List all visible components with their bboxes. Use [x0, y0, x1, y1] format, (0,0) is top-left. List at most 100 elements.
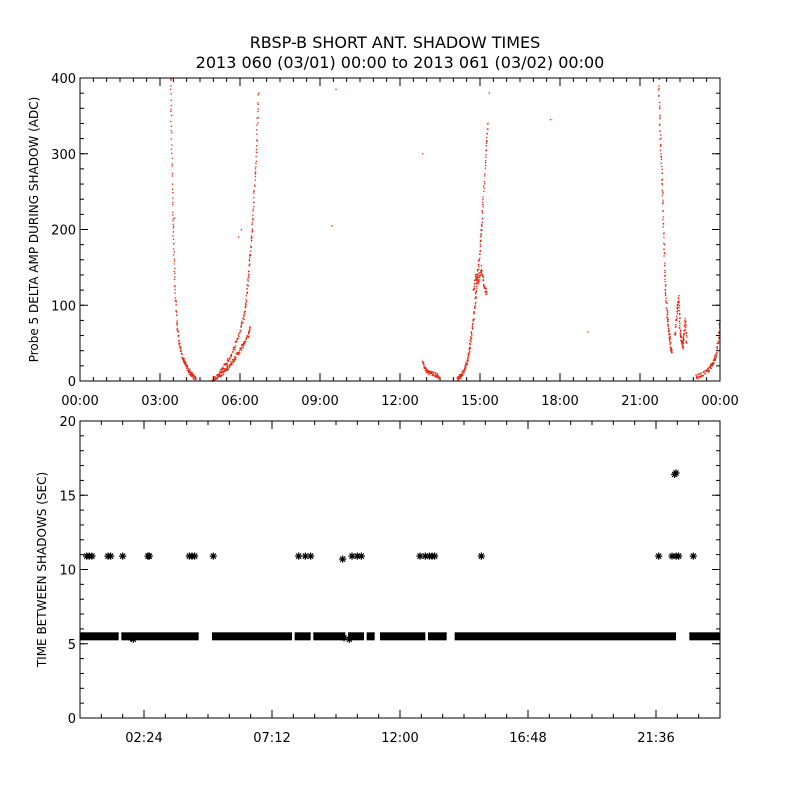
delta-amp-point [226, 359, 229, 362]
delta-amp-point [176, 324, 178, 326]
delta-amp-point [659, 130, 661, 132]
delta-amp-point [172, 235, 174, 237]
delta-amp-point [466, 363, 468, 366]
delta-amp-point [184, 362, 186, 365]
delta-amp-point [177, 335, 179, 337]
delta-amp-point [475, 273, 477, 276]
p2-x-tick-label: 16:48 [509, 731, 546, 746]
delta-amp-point [227, 360, 229, 362]
delta-amp-point [550, 119, 552, 121]
delta-amp-point [180, 352, 182, 354]
shadow-gap-panel: 02:24 07:12 12:00 16:48 21:36 0 5 10 15 20 TIME B… [35, 415, 721, 746]
delta-amp-point [662, 210, 664, 212]
shadow-gap-point [675, 552, 683, 560]
delta-amp-point [189, 374, 192, 376]
delta-amp-point [702, 374, 705, 377]
delta-amp-point [437, 373, 439, 375]
delta-amp-point [188, 368, 190, 370]
delta-amp-point [335, 88, 337, 91]
delta-amp-point [437, 375, 439, 377]
delta-amp-point [483, 187, 485, 189]
shadow-gap-point [88, 552, 96, 560]
delta-amp-point [477, 276, 479, 278]
delta-amp-point [234, 356, 236, 358]
delta-amp-point [684, 320, 686, 322]
delta-amp-point [710, 367, 712, 369]
delta-amp-point [696, 377, 698, 379]
delta-amp-point [470, 337, 473, 339]
delta-amp-point [175, 299, 177, 302]
delta-amp-point [257, 122, 259, 124]
delta-amp-point [484, 160, 487, 162]
delta-amp-point [256, 151, 258, 154]
delta-amp-point [460, 373, 463, 375]
delta-amp-point [679, 317, 681, 319]
delta-amp-point [676, 310, 678, 313]
delta-amp-point [250, 245, 252, 247]
delta-amp-point [463, 372, 465, 374]
delta-amp-point [658, 88, 660, 90]
delta-amp-point [682, 345, 684, 347]
delta-amp-point [239, 347, 242, 350]
delta-amp-point [171, 175, 173, 177]
delta-amp-point [479, 243, 481, 245]
delta-amp-point [484, 173, 486, 175]
delta-amp-point [256, 124, 258, 126]
delta-amp-point [258, 92, 260, 94]
delta-amp-point [434, 371, 436, 374]
delta-amp-point [194, 377, 197, 379]
delta-amp-point [716, 352, 718, 354]
delta-amp-point [660, 144, 662, 146]
delta-amp-point [190, 371, 192, 373]
delta-amp-point [246, 284, 249, 286]
delta-amp-point [658, 94, 660, 97]
delta-amp-point [681, 342, 683, 344]
delta-amp-point [234, 349, 236, 351]
p2-y-tick-label: 5 [68, 638, 76, 653]
delta-amp-point [684, 323, 686, 325]
delta-amp-point [666, 312, 669, 314]
delta-amp-point [470, 332, 473, 334]
delta-amp-point [714, 358, 716, 360]
delta-amp-point [669, 342, 671, 344]
shadow-gap-base-run [454, 632, 676, 641]
delta-amp-point [182, 358, 184, 360]
delta-amp-point [249, 254, 252, 257]
delta-amp-point [475, 296, 477, 299]
delta-amp-point [238, 353, 240, 356]
delta-amp-point [695, 374, 697, 376]
delta-amp-point [480, 269, 483, 271]
delta-amp-point [468, 348, 470, 350]
delta-amp-point [236, 352, 238, 354]
delta-amp-point [682, 341, 684, 343]
delta-amp-point [249, 254, 251, 256]
delta-amp-point [242, 346, 244, 349]
delta-amp-point [478, 281, 480, 283]
p2-y-tick-label: 20 [59, 415, 76, 430]
delta-amp-point [480, 223, 483, 225]
delta-amp-point [464, 366, 467, 368]
delta-amp-point [458, 374, 461, 376]
delta-amp-point [659, 124, 661, 126]
delta-amp-point [174, 285, 176, 288]
delta-amp-point [483, 190, 485, 192]
delta-amp-point [240, 322, 242, 325]
delta-amp-point [172, 223, 174, 225]
delta-amp-point [470, 331, 472, 333]
delta-amp-point [665, 301, 667, 303]
delta-amp-point [218, 375, 220, 377]
delta-amp-point [682, 339, 685, 341]
delta-amp-point [697, 378, 699, 380]
delta-amp-point [240, 330, 242, 332]
delta-amp-point [678, 304, 681, 307]
delta-amp-point [170, 85, 172, 87]
delta-amp-point [172, 218, 174, 220]
delta-amp-point [170, 110, 172, 113]
delta-amp-point [484, 183, 486, 185]
delta-amp-point [249, 256, 251, 258]
delta-amp-point [227, 368, 229, 370]
delta-amp-point [437, 375, 440, 377]
delta-amp-point [664, 289, 666, 291]
delta-amp-point [255, 162, 257, 165]
delta-amp-point [660, 134, 662, 136]
